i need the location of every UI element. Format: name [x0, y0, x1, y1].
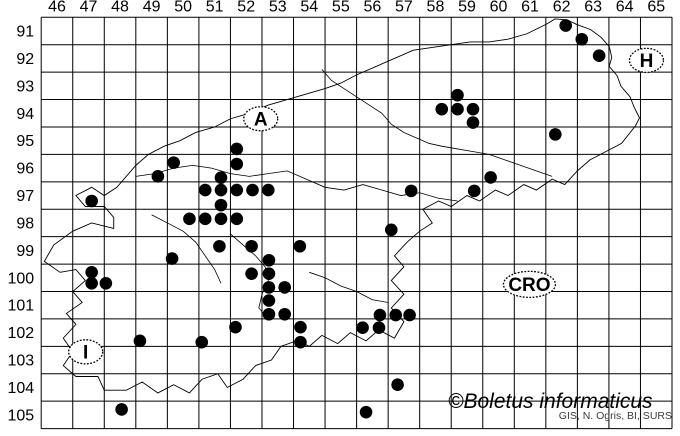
svg-text:59: 59 — [458, 0, 476, 15]
svg-text:51: 51 — [206, 0, 224, 15]
svg-text:92: 92 — [16, 51, 34, 68]
svg-text:104: 104 — [7, 380, 34, 397]
svg-text:48: 48 — [111, 0, 129, 15]
svg-text:103: 103 — [7, 353, 34, 370]
svg-text:62: 62 — [553, 0, 571, 15]
svg-text:99: 99 — [16, 243, 34, 260]
svg-text:101: 101 — [7, 298, 34, 315]
svg-text:57: 57 — [395, 0, 413, 15]
svg-text:46: 46 — [48, 0, 66, 15]
svg-text:61: 61 — [521, 0, 539, 15]
svg-text:100: 100 — [7, 270, 34, 287]
svg-text:I: I — [83, 342, 88, 363]
svg-text:93: 93 — [16, 78, 34, 95]
svg-text:63: 63 — [584, 0, 602, 15]
svg-text:49: 49 — [143, 0, 161, 15]
svg-text:54: 54 — [300, 0, 318, 15]
svg-text:47: 47 — [80, 0, 98, 15]
svg-text:105: 105 — [7, 407, 34, 424]
svg-text:65: 65 — [647, 0, 665, 15]
svg-text:52: 52 — [237, 0, 255, 15]
svg-text:55: 55 — [332, 0, 350, 15]
svg-text:96: 96 — [16, 161, 34, 178]
svg-text:GIS, N. Ogris, BI, SURS: GIS, N. Ogris, BI, SURS — [559, 410, 672, 422]
svg-text:A: A — [254, 109, 268, 130]
svg-text:102: 102 — [7, 325, 34, 342]
svg-text:97: 97 — [16, 188, 34, 205]
svg-text:50: 50 — [174, 0, 192, 15]
svg-text:60: 60 — [490, 0, 508, 15]
svg-text:91: 91 — [16, 24, 34, 41]
svg-text:98: 98 — [16, 215, 34, 232]
svg-text:94: 94 — [16, 106, 34, 123]
svg-text:64: 64 — [616, 0, 634, 15]
svg-text:58: 58 — [427, 0, 445, 15]
svg-text:53: 53 — [269, 0, 287, 15]
svg-text:H: H — [640, 51, 654, 72]
svg-text:95: 95 — [16, 133, 34, 150]
svg-text:CRO: CRO — [508, 275, 550, 296]
svg-text:56: 56 — [363, 0, 381, 15]
